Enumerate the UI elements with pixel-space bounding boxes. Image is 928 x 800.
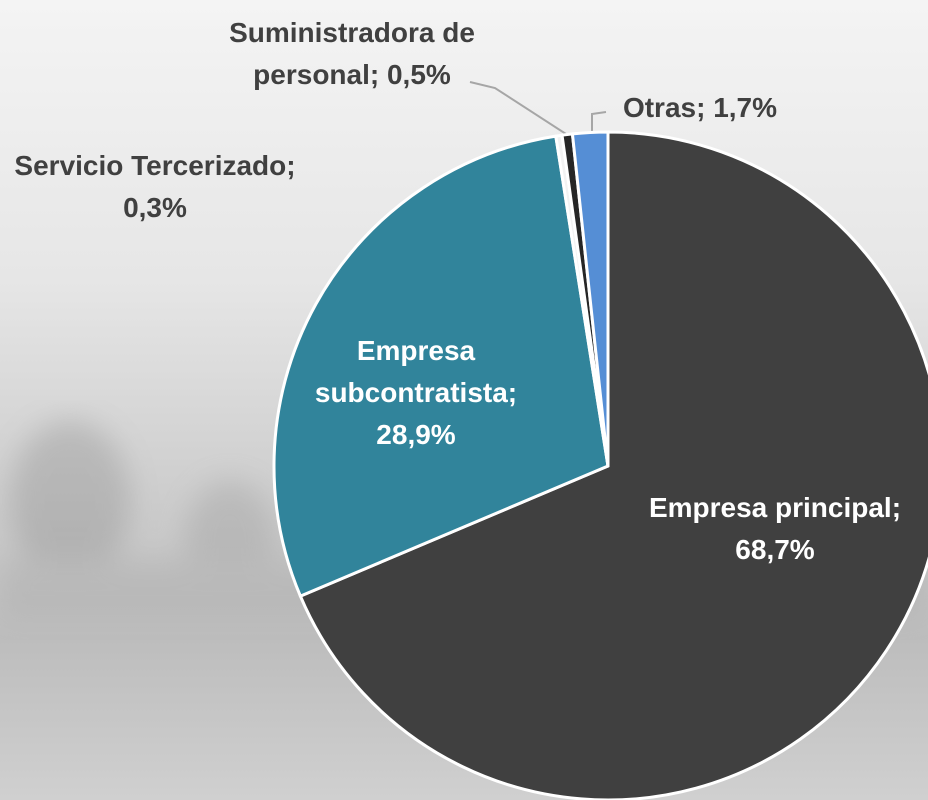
slice-label: Servicio Tercerizado; 0,3% xyxy=(5,145,305,229)
slice-label: Empresa principal; 68,7% xyxy=(610,487,928,571)
slices xyxy=(274,132,928,800)
chart: Empresa principal; 68,7% Empresa subcontr… xyxy=(0,0,928,800)
slice-label: Suministradora de personal; 0,5% xyxy=(187,12,517,96)
slice-label: Otras; 1,7% xyxy=(600,87,800,129)
slice-label: Empresa subcontratista; 28,9% xyxy=(281,330,551,456)
